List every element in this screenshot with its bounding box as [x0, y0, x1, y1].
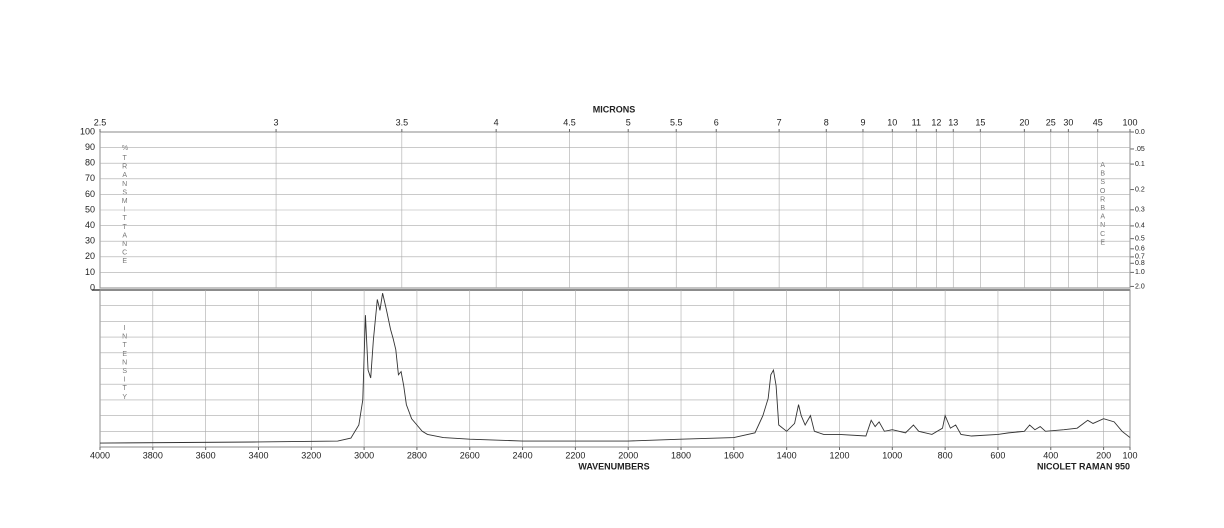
micron-tick-label: 3 [274, 117, 279, 127]
micron-tick-label: 12 [931, 117, 941, 127]
micron-tick-label: 6 [714, 117, 719, 127]
x-tick-label: 2200 [565, 450, 585, 460]
y-tick-label: 70 [85, 173, 95, 183]
x-tick-label: 1600 [724, 450, 744, 460]
y-tick-label: 100 [80, 126, 95, 136]
x-tick-label: 1800 [671, 450, 691, 460]
micron-tick-label: 30 [1063, 117, 1073, 127]
x-tick-label: 1400 [777, 450, 797, 460]
x-tick-label: 3000 [354, 450, 374, 460]
y-axis-label: TRANSMITTANCE [121, 155, 128, 267]
x-tick-label: 3600 [196, 450, 216, 460]
micron-tick-label: 13 [948, 117, 958, 127]
y2-tick-label: 0.1 [1135, 161, 1145, 168]
micron-tick-label: 4 [494, 117, 499, 127]
intensity-label: INTENSITY [121, 325, 128, 402]
x-tick-label: 1200 [829, 450, 849, 460]
y2-tick-label: 1.0 [1135, 269, 1145, 276]
x-tick-label: 3400 [248, 450, 268, 460]
chart-title: MICRONS [593, 104, 636, 114]
instrument-label: NICOLET RAMAN 950 [1037, 461, 1130, 471]
micron-tick-label: 25 [1046, 117, 1056, 127]
x-tick-label: 200 [1096, 450, 1111, 460]
micron-tick-label: 7 [777, 117, 782, 127]
micron-tick-label: 10 [887, 117, 897, 127]
x-tick-label: 400 [1043, 450, 1058, 460]
y-tick-label: 10 [85, 267, 95, 277]
micron-tick-label: 20 [1019, 117, 1029, 127]
micron-tick-label: 5 [626, 117, 631, 127]
percent-label: % [122, 145, 128, 152]
y2-tick-label: 2.0 [1135, 283, 1145, 290]
x-tick-label: 2000 [618, 450, 638, 460]
micron-tick-label: 9 [860, 117, 865, 127]
y2-axis-label: ABSORBANCE [1099, 162, 1106, 248]
x-tick-label: 2400 [513, 450, 533, 460]
y-tick-label: 30 [85, 236, 95, 246]
micron-tick-label: 100 [1122, 117, 1137, 127]
y-tick-label: 50 [85, 204, 95, 214]
x-tick-label: 600 [990, 450, 1005, 460]
y2-tick-label: 0.3 [1135, 207, 1145, 214]
micron-tick-label: 5.5 [670, 117, 683, 127]
x-tick-label: 2600 [460, 450, 480, 460]
micron-tick-label: 45 [1093, 117, 1103, 127]
x-tick-label: 800 [938, 450, 953, 460]
x-tick-label: 2800 [407, 450, 427, 460]
y-tick-label: 20 [85, 251, 95, 261]
micron-tick-label: 11 [912, 117, 921, 127]
y2-tick-label: 0.4 [1135, 223, 1145, 230]
x-tick-label: 100 [1122, 450, 1137, 460]
y-tick-label: 0 [90, 282, 95, 292]
y-tick-label: 40 [85, 220, 95, 230]
y2-tick-label: 0.6 [1135, 246, 1145, 253]
spectrum-line [99, 293, 1131, 444]
micron-tick-label: 2.5 [94, 117, 107, 127]
micron-tick-label: 4.5 [563, 117, 576, 127]
y2-tick-label: 0.7 [1135, 254, 1145, 261]
micron-tick-label: 15 [975, 117, 985, 127]
y-tick-label: 60 [85, 189, 95, 199]
y2-tick-label: 0.2 [1135, 186, 1145, 193]
y-tick-label: 90 [85, 142, 95, 152]
y2-tick-label: 0.8 [1135, 260, 1145, 267]
x-tick-label: 1000 [882, 450, 902, 460]
x-tick-label: 3200 [301, 450, 321, 460]
y-tick-label: 80 [85, 158, 95, 168]
x-tick-label: 3800 [143, 450, 163, 460]
x-tick-label: 4000 [90, 450, 110, 460]
y2-tick-label: .05 [1135, 146, 1145, 153]
y2-tick-label: 0.0 [1135, 129, 1145, 136]
y2-tick-label: 0.5 [1135, 236, 1145, 243]
x-axis-label: WAVENUMBERS [578, 461, 649, 471]
micron-tick-label: 3.5 [396, 117, 409, 127]
micron-tick-label: 8 [824, 117, 829, 127]
